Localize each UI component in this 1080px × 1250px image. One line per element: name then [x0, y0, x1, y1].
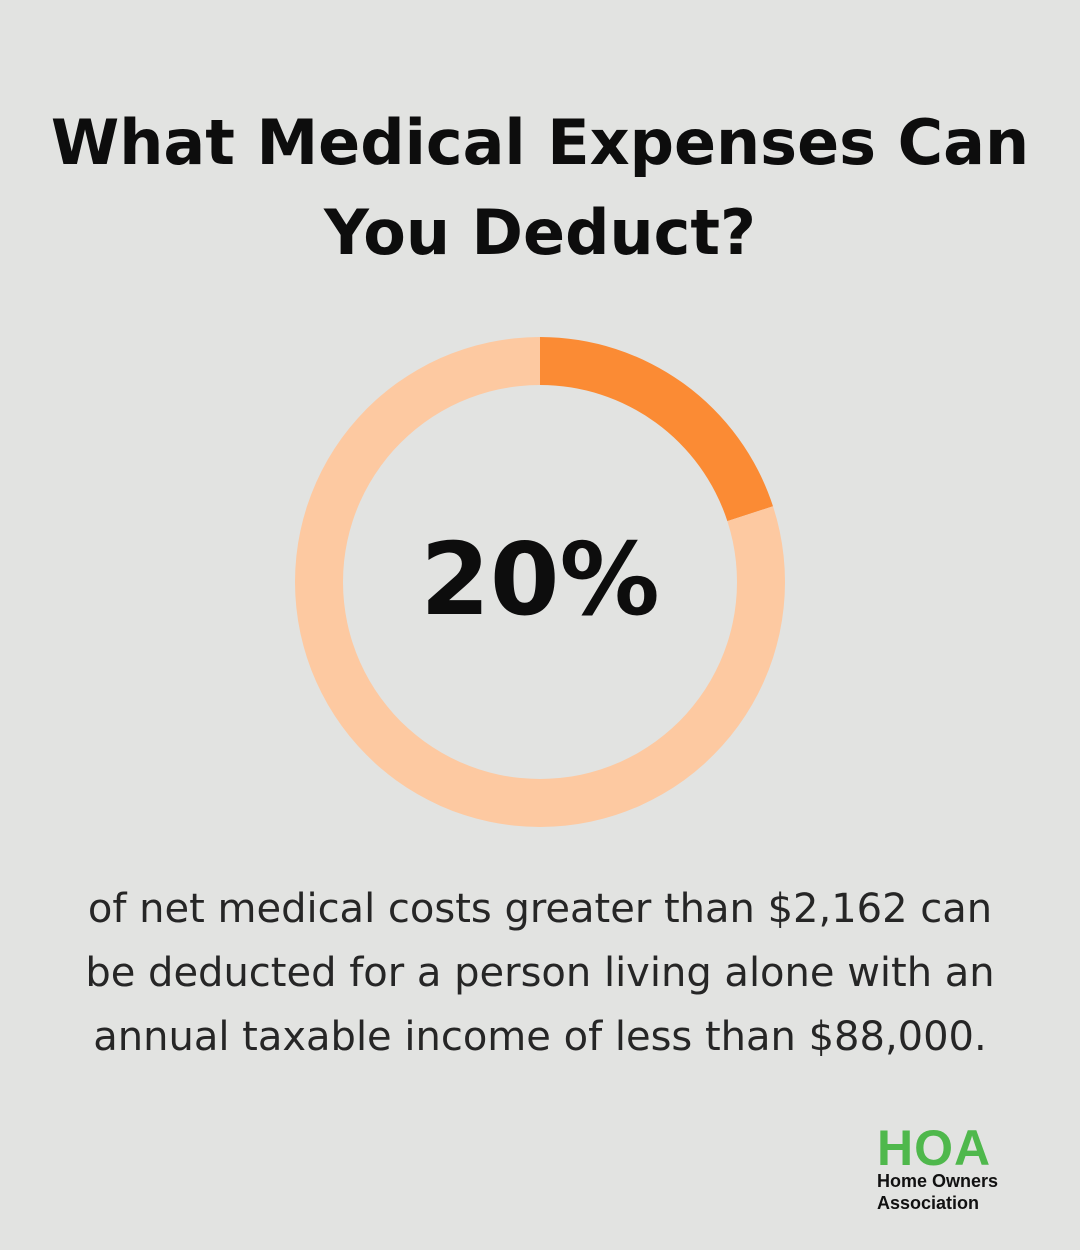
donut-center-value: 20%: [420, 521, 660, 638]
caption-text: of net medical costs greater than $2,162…: [30, 877, 1050, 1069]
logo-line-2: Association: [877, 1193, 980, 1213]
donut-chart: [295, 337, 785, 827]
logo-line-1: Home Owners: [877, 1171, 999, 1191]
caption-line-2: be deducted for a person living alone wi…: [85, 950, 995, 996]
page-title: What Medical Expenses Can You Deduct?: [20, 98, 1060, 278]
title-line-2: You Deduct?: [324, 196, 756, 269]
donut-slice-highlight: [540, 337, 774, 522]
logo-mark: HOA: [877, 1120, 992, 1176]
caption-line-3: annual taxable income of less than $88,0…: [93, 1014, 987, 1060]
title-line-1: What Medical Expenses Can: [50, 106, 1030, 179]
caption-line-1: of net medical costs greater than $2,162…: [87, 886, 993, 932]
hoa-logo: HOA Home Owners Association: [877, 1120, 1047, 1216]
